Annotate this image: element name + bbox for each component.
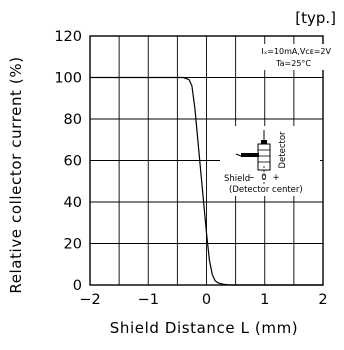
inset-diagram: − 0 + Shield (Detector center) Detector xyxy=(220,126,320,196)
y-tick-label: 80 xyxy=(64,112,82,128)
conditions-box: Iₓ=10mA,Vᴄᴇ=2V Ta=25°C xyxy=(252,44,332,70)
typ-note: [typ.] xyxy=(295,9,336,27)
condition-line-1: Iₓ=10mA,Vᴄᴇ=2V xyxy=(261,47,331,56)
y-tick-label: 100 xyxy=(54,71,82,87)
x-tick-label: 0 xyxy=(202,292,211,308)
y-tick-label: 40 xyxy=(64,195,82,211)
y-tick-label: 0 xyxy=(73,278,82,294)
y-tick-label: 20 xyxy=(64,237,82,253)
x-tick-label: −1 xyxy=(138,292,159,308)
detector-window xyxy=(261,140,267,144)
x-tick-label: 1 xyxy=(260,292,269,308)
detector-label: Detector xyxy=(278,131,288,169)
shield-plate xyxy=(241,153,259,157)
x-tick-label: 2 xyxy=(318,292,327,308)
plot-frame xyxy=(89,35,324,286)
tick-labels: 0 20 40 60 80 100 120 −2 −1 0 1 2 xyxy=(54,29,327,308)
detector-center-label: (Detector center) xyxy=(229,185,303,195)
sign-plus: + xyxy=(272,173,279,183)
y-tick-label: 60 xyxy=(64,154,82,170)
y-tick-label: 120 xyxy=(54,29,82,45)
y-axis-title: Relative collector current (%) xyxy=(7,56,25,293)
sign-minus: − xyxy=(247,173,254,183)
x-axis-title: Shield Distance L (mm) xyxy=(110,319,299,337)
sign-zero: 0 xyxy=(261,173,266,183)
x-tick-label: −2 xyxy=(79,292,100,308)
shield-label: Shield xyxy=(224,174,250,184)
shield-leader xyxy=(235,153,242,157)
condition-line-2: Ta=25°C xyxy=(275,59,311,68)
